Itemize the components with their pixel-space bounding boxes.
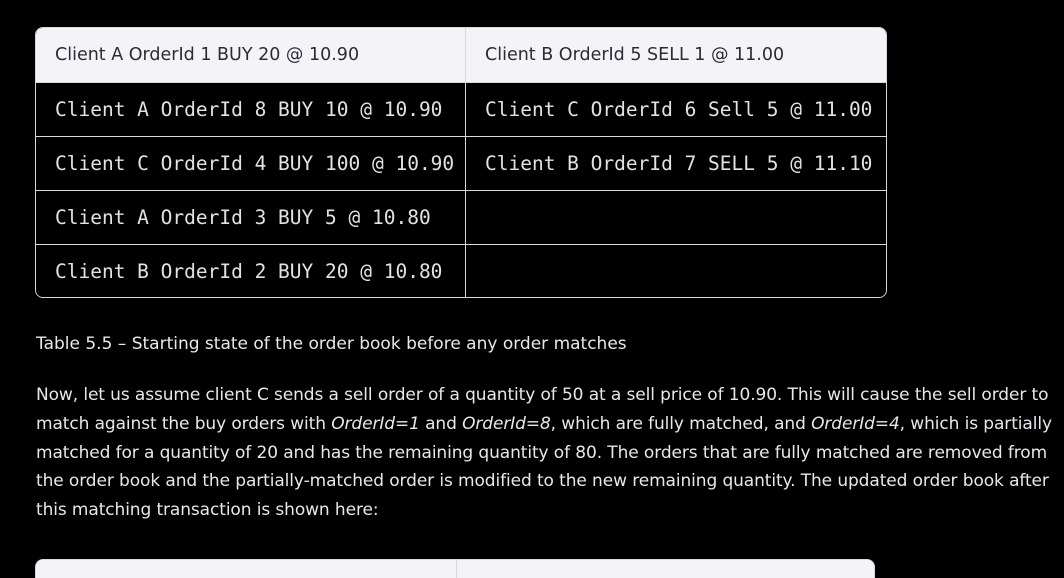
paragraph-text: , which is partially matched for a quant… [36, 413, 1052, 521]
table-row: Client C OrderId 4 BUY 100 @ 10.90 Clien… [36, 136, 886, 190]
order-id-reference: OrderId=1 [331, 413, 420, 434]
buy-order-cell: Client A OrderId 8 BUY 10 @ 10.90 [36, 83, 466, 136]
paragraph-text: and [419, 413, 463, 434]
table-row: Client B OrderId 2 BUY 20 @ 10.80 [36, 244, 886, 297]
buy-order-cell: Client C OrderId 4 BUY 100 @ 10.90 [36, 137, 466, 190]
paragraph-text: Now, let us assume client C sends a sell… [36, 385, 1049, 434]
body-paragraph: Now, let us assume client C sends a sell… [36, 381, 1056, 525]
sell-order-cell [466, 245, 886, 297]
table-header-row: Client A OrderId 1 BUY 20 @ 10.90 Client… [36, 28, 886, 82]
header-cell-sell: Client B OrderId 5 SELL 1 @ 11.00 [485, 45, 785, 65]
buy-order-cell: Client B OrderId 2 BUY 20 @ 10.80 [36, 245, 466, 297]
table-row: Client A OrderId 8 BUY 10 @ 10.90 Client… [36, 82, 886, 136]
next-table-top [35, 559, 875, 578]
order-id-reference: OrderId=4 [811, 413, 900, 434]
header-cell-buy: Client A OrderId 1 BUY 20 @ 10.90 [36, 28, 466, 82]
order-book-table: Client A OrderId 1 BUY 20 @ 10.90 Client… [35, 27, 887, 298]
sell-order-cell [466, 191, 886, 244]
sell-order-cell: Client C OrderId 6 Sell 5 @ 11.00 [485, 98, 873, 121]
buy-order-cell: Client A OrderId 3 BUY 5 @ 10.80 [36, 191, 466, 244]
order-id-reference: OrderId=8 [462, 413, 551, 434]
paragraph-text: , which are fully matched, and [550, 413, 812, 434]
table-row: Client A OrderId 3 BUY 5 @ 10.80 [36, 190, 886, 244]
column-divider [456, 560, 457, 578]
sell-order-cell: Client B OrderId 7 SELL 5 @ 11.10 [485, 152, 873, 175]
table-caption: Table 5.5 – Starting state of the order … [36, 334, 627, 354]
